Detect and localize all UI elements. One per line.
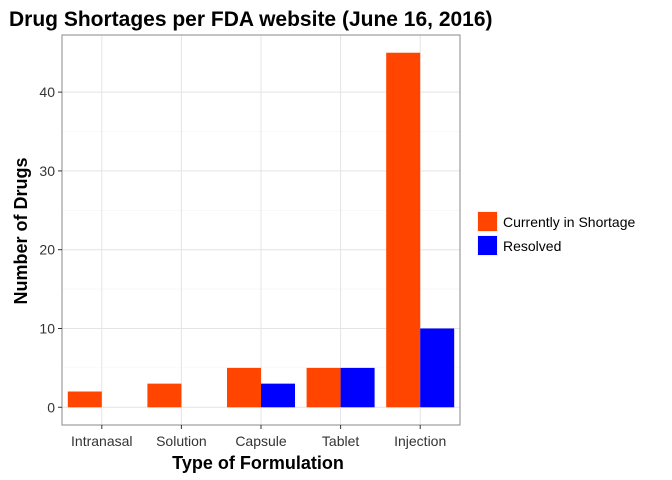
y-tick-label: 20 — [39, 242, 55, 258]
bar-tablet-shortage — [306, 367, 341, 408]
bar-capsule-shortage — [227, 367, 261, 408]
y-tick-label: 40 — [39, 84, 55, 100]
x-tick-label: Solution — [156, 433, 207, 449]
legend: Currently in Shortage Resolved — [477, 211, 636, 256]
y-tick-label: 0 — [47, 399, 55, 415]
x-tick-label: Tablet — [322, 433, 359, 449]
bar-tablet-resolved — [340, 367, 375, 408]
bars — [67, 52, 455, 408]
y-tick-label: 30 — [39, 163, 55, 179]
bar-injection-resolved — [420, 328, 455, 408]
x-tick-label: Intranasal — [71, 433, 132, 449]
x-tick-label: Capsule — [235, 433, 287, 449]
y-axis-title: Number of Drugs — [11, 157, 31, 304]
bar-capsule-resolved — [261, 383, 295, 408]
legend-label-shortage: Currently in Shortage — [503, 214, 636, 230]
x-axis-ticks: Intranasal Solution Capsule Tablet Injection — [71, 425, 446, 449]
x-tick-label: Injection — [394, 433, 446, 449]
x-axis-title: Type of Formulation — [172, 453, 344, 473]
bar-injection-shortage — [386, 52, 421, 408]
legend-swatch-resolved — [478, 236, 497, 255]
y-axis-ticks: 0 10 20 30 40 — [39, 84, 62, 415]
chart-title: Drug Shortages per FDA website (June 16,… — [9, 8, 493, 31]
bar-solution-shortage — [147, 383, 182, 408]
legend-swatch-shortage — [478, 212, 497, 231]
legend-label-resolved: Resolved — [503, 238, 561, 254]
y-tick-label: 10 — [39, 320, 55, 336]
bar-intranasal-shortage — [67, 391, 102, 408]
